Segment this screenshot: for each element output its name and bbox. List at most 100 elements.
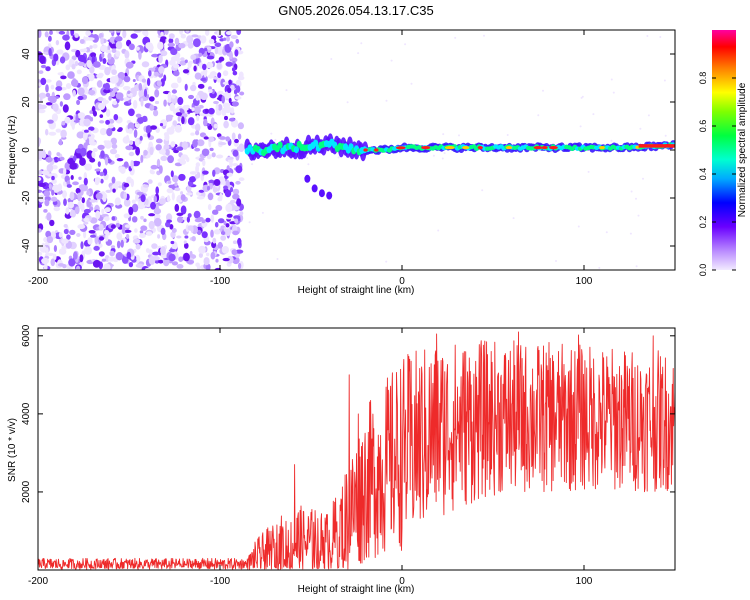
spectrogram-cell bbox=[100, 37, 104, 45]
spectrogram-cell bbox=[212, 237, 217, 244]
spectrogram-cell bbox=[123, 161, 129, 168]
spectrogram-cell bbox=[49, 30, 53, 35]
spectrogram-cell bbox=[217, 241, 223, 249]
spectrogram-cell bbox=[105, 108, 111, 117]
spectrogram-cell bbox=[224, 189, 232, 198]
spectrogram-cell bbox=[195, 130, 200, 136]
spectrogram-cell bbox=[153, 195, 157, 203]
spectrogram-cell bbox=[158, 149, 166, 155]
spectrogram-cell bbox=[193, 65, 197, 72]
spectrogram-cell bbox=[88, 230, 96, 234]
spectrogram-cell bbox=[194, 72, 202, 80]
spectrogram-cell bbox=[190, 225, 194, 234]
spectrogram-cell bbox=[225, 31, 232, 35]
spectrogram-cell bbox=[131, 199, 136, 204]
spectrogram-cell bbox=[115, 41, 123, 50]
spectrogram-cell bbox=[462, 146, 470, 150]
spectrogram-cell bbox=[197, 83, 205, 89]
spectrogram-cell bbox=[138, 51, 142, 60]
spectrogram-cell bbox=[198, 189, 205, 193]
spectrogram-cell bbox=[169, 224, 174, 230]
spectrogram-cell bbox=[63, 224, 68, 228]
spectrogram-cell bbox=[213, 123, 218, 129]
spectrogram-cell bbox=[215, 204, 223, 212]
spectrogram-cell bbox=[134, 123, 141, 129]
spectrogram-x-label: Height of straight line (km) bbox=[298, 285, 415, 296]
spectrogram-cell bbox=[218, 142, 227, 146]
spectrogram-cell bbox=[198, 52, 203, 57]
spectrogram-cell bbox=[94, 177, 101, 184]
spectrogram-cell bbox=[91, 34, 99, 43]
spectrogram-cell bbox=[73, 155, 77, 162]
spectrogram-cell bbox=[180, 154, 189, 160]
spectrogram-cell bbox=[213, 179, 221, 186]
spectrogram-cell bbox=[140, 194, 146, 203]
spectrogram-cell bbox=[410, 82, 413, 85]
spectrogram-cell bbox=[141, 115, 148, 123]
spectrogram-cell bbox=[82, 133, 88, 141]
spectrogram-cell bbox=[313, 139, 319, 147]
spectrogram-cell bbox=[214, 221, 219, 228]
spectrogram-cell bbox=[43, 209, 48, 213]
spectrogram-cell bbox=[44, 31, 49, 38]
spectrogram-cell bbox=[229, 41, 234, 48]
spectrogram-cell bbox=[92, 260, 101, 268]
spectrogram-cell bbox=[73, 251, 78, 260]
spectrogram-cell bbox=[62, 190, 67, 199]
spectrogram-cell bbox=[177, 96, 184, 106]
spectrogram-cell bbox=[51, 113, 59, 122]
spectrogram-cell bbox=[58, 248, 67, 255]
spectrogram-cell bbox=[203, 70, 207, 78]
spectrogram-cell bbox=[208, 136, 215, 143]
spectrogram-cell bbox=[187, 213, 192, 218]
spectrogram-cell bbox=[59, 138, 63, 146]
spectrogram-cell bbox=[232, 163, 238, 167]
spectrogram-cell bbox=[125, 145, 134, 151]
spectrogram-cell bbox=[635, 145, 640, 149]
spectrogram-cell bbox=[237, 122, 244, 130]
spectrogram-cell bbox=[168, 38, 174, 44]
spectrogram-cell bbox=[404, 43, 407, 46]
spectrogram-cell bbox=[232, 70, 238, 76]
y-tick-label: 6000 bbox=[21, 324, 32, 347]
spectrogram-cell bbox=[143, 88, 148, 98]
spectrogram-cell bbox=[176, 264, 184, 269]
spectrogram-cell bbox=[100, 178, 104, 184]
spectrogram-cell bbox=[213, 76, 218, 80]
spectrogram-cell bbox=[222, 257, 230, 262]
spectrogram-cell bbox=[176, 235, 182, 239]
spectrogram-cell bbox=[139, 204, 146, 209]
spectrogram-cell bbox=[598, 266, 601, 269]
spectrogram-cell bbox=[65, 207, 70, 215]
spectrogram-cell bbox=[226, 255, 234, 264]
spectrogram-cell bbox=[130, 160, 134, 169]
spectrogram-cell bbox=[229, 186, 234, 193]
spectrogram-cell bbox=[57, 183, 63, 192]
spectrogram-cell bbox=[77, 87, 85, 96]
spectrogram-cell bbox=[152, 251, 160, 256]
spectrogram-cell bbox=[133, 129, 138, 138]
spectrogram-cell bbox=[180, 205, 187, 215]
spectrogram-cell bbox=[232, 230, 240, 236]
spectrogram-cell bbox=[100, 150, 105, 159]
spectrogram-cell bbox=[605, 231, 608, 234]
spectrogram-cell bbox=[165, 221, 171, 228]
spectrogram-cell bbox=[195, 164, 200, 174]
spectrogram-cell bbox=[444, 146, 455, 150]
spectrogram-cell bbox=[231, 132, 236, 141]
spectrogram-cell bbox=[49, 219, 55, 227]
spectrogram-cell bbox=[129, 140, 134, 146]
snr-y-label: SNR (10 * v/v) bbox=[7, 418, 18, 482]
spectrogram-cell bbox=[226, 213, 233, 218]
spectrogram-cell bbox=[61, 238, 69, 244]
spectrogram-cell bbox=[174, 187, 181, 192]
spectrogram-cell bbox=[101, 208, 105, 215]
spectrogram-cell bbox=[38, 177, 42, 181]
spectrogram-cell bbox=[83, 48, 88, 52]
spectrogram-cell bbox=[163, 144, 170, 150]
spectrogram-cell bbox=[201, 148, 210, 157]
spectrogram-cell bbox=[216, 154, 224, 159]
spectrogram-cell bbox=[108, 124, 114, 129]
spectrogram-cell bbox=[167, 180, 172, 184]
spectrogram-cell bbox=[38, 182, 47, 187]
